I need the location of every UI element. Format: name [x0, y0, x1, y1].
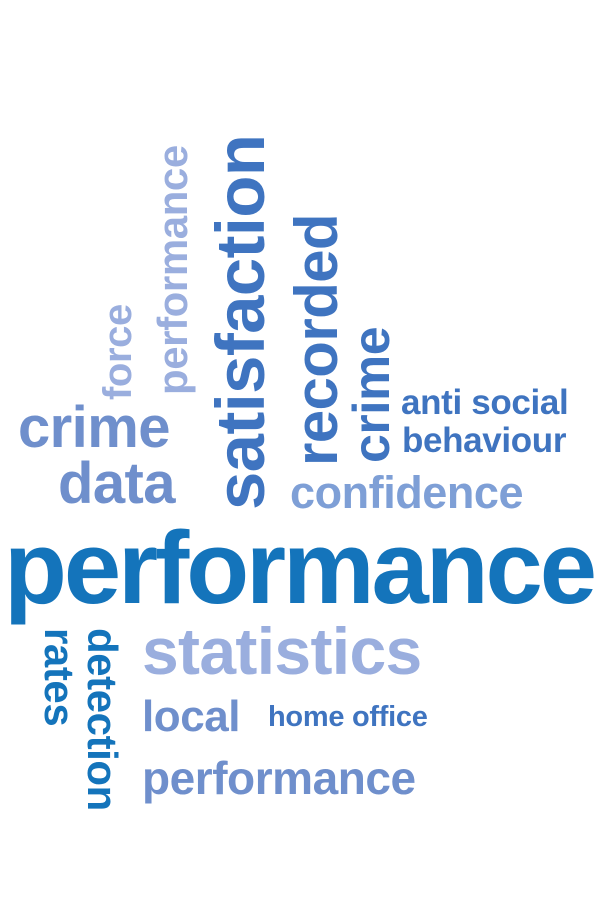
word-crime-vertical: crime: [343, 326, 401, 463]
word-satisfaction: satisfaction: [202, 134, 279, 510]
word-data: data: [58, 451, 176, 516]
word-recorded: recorded: [283, 214, 350, 466]
word-performance-vertical: performance: [149, 145, 196, 395]
word-rates: rates: [36, 628, 83, 727]
word-behaviour: behaviour: [402, 421, 567, 460]
word-home-office: home office: [268, 701, 428, 733]
word-confidence: confidence: [290, 467, 524, 518]
word-crime: crime: [18, 395, 170, 460]
word-statistics: statistics: [142, 614, 422, 688]
word-force: force: [96, 304, 140, 400]
word-detection: detection: [79, 628, 126, 811]
word-anti-social: anti social: [401, 383, 569, 422]
word-local: local: [142, 692, 241, 741]
word-performance-main: performance: [4, 510, 597, 625]
word-performance-bottom: performance: [142, 752, 416, 804]
